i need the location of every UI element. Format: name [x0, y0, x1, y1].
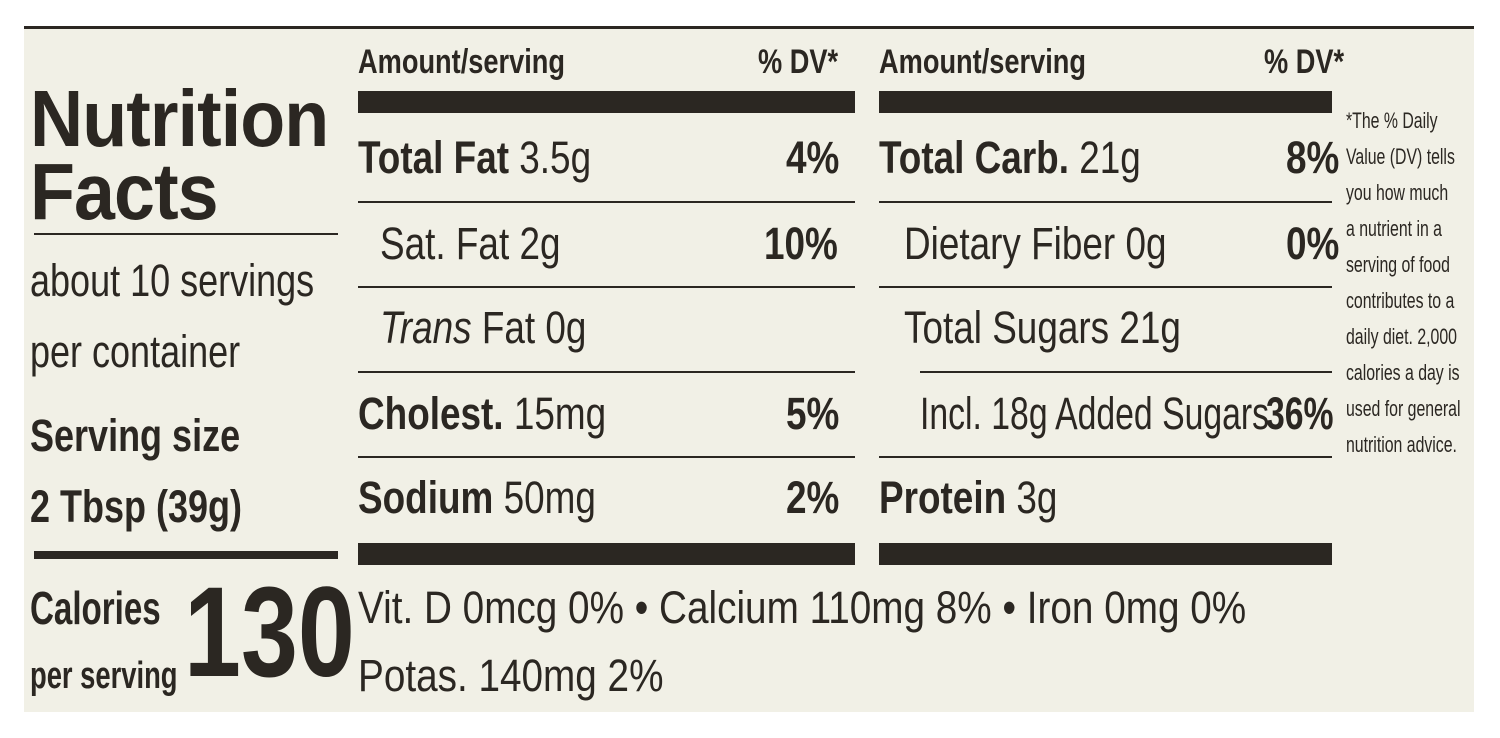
footnote-line: *The % Daily: [1346, 108, 1438, 133]
dv-sodium: 2%: [786, 472, 840, 523]
right-header-bar: [879, 91, 1332, 113]
left-bottom-bar: [358, 543, 855, 565]
row-added-sugars: Incl. 18g Added Sugars: [920, 388, 1270, 439]
footnote-line: you how much: [1346, 180, 1449, 205]
rule-3: [358, 371, 855, 373]
title-line-1: Nutrition: [30, 74, 329, 163]
rule-r4: [879, 456, 1332, 458]
left-header-dv: % DV*: [758, 43, 839, 81]
footnote-line: serving of food: [1346, 252, 1450, 277]
footnote-line: Value (DV) tells: [1346, 144, 1455, 169]
footnote-line: daily diet. 2,000: [1346, 324, 1457, 349]
right-header-dv: % DV*: [1264, 43, 1345, 81]
dv-sat-fat: 10%: [764, 218, 838, 269]
calories-value: 130: [184, 561, 355, 704]
dv-total-carb: 8%: [1286, 132, 1340, 183]
serving-size-value: 2 Tbsp (39g): [30, 481, 243, 532]
left-divider-2: [34, 551, 338, 559]
footnote-line: calories a day is: [1346, 360, 1460, 385]
servings-line-1: about 10 servings: [30, 255, 315, 306]
dv-total-fat: 4%: [786, 132, 840, 183]
dv-cholesterol: 5%: [786, 388, 840, 439]
right-bottom-bar: [879, 543, 1332, 565]
nutrition-label: Nutrition Facts about 10 servings per co…: [24, 26, 1474, 712]
left-header-amount: Amount/serving: [358, 43, 566, 81]
rule-r3: [920, 371, 1332, 373]
row-sodium: Sodium 50mg: [358, 472, 596, 523]
row-sat-fat: Sat. Fat 2g: [380, 218, 561, 269]
row-cholesterol: Cholest. 15mg: [358, 388, 607, 439]
calories-sublabel: per serving: [30, 655, 178, 697]
footnote-line: used for general: [1346, 396, 1461, 421]
servings-line-2: per container: [30, 326, 241, 377]
footnote-line: nutrition advice.: [1346, 432, 1457, 457]
row-trans-fat: Trans Fat 0g: [380, 302, 587, 353]
rule-2: [358, 286, 855, 288]
row-total-carb: Total Carb. 21g: [879, 132, 1141, 183]
vitamins-line-2: Potas. 140mg 2%: [358, 650, 664, 701]
vitamins-line-1: Vit. D 0mcg 0% • Calcium 110mg 8% • Iron…: [358, 582, 1247, 633]
rule-1: [358, 201, 855, 203]
rule-4: [358, 456, 855, 458]
dv-dietary-fiber: 0%: [1286, 218, 1340, 269]
footnote-line: contributes to a: [1346, 288, 1455, 313]
serving-size-label: Serving size: [30, 410, 241, 461]
row-dietary-fiber: Dietary Fiber 0g: [904, 218, 1167, 269]
right-header-amount: Amount/serving: [879, 43, 1087, 81]
footnote-line: a nutrient in a: [1346, 216, 1442, 241]
row-total-sugars: Total Sugars 21g: [904, 302, 1181, 353]
row-protein: Protein 3g: [879, 472, 1058, 523]
rule-r1: [879, 201, 1332, 203]
calories-label: Calories: [30, 582, 161, 634]
left-divider-1: [34, 233, 338, 235]
row-total-fat: Total Fat 3.5g: [358, 132, 592, 183]
left-header-bar: [358, 91, 855, 113]
footnote: *The % Daily Value (DV) tells you how mu…: [1346, 103, 1500, 463]
title-line-2: Facts: [30, 147, 219, 236]
rule-r2: [879, 286, 1332, 288]
dv-added-sugars: 36%: [1266, 388, 1334, 439]
